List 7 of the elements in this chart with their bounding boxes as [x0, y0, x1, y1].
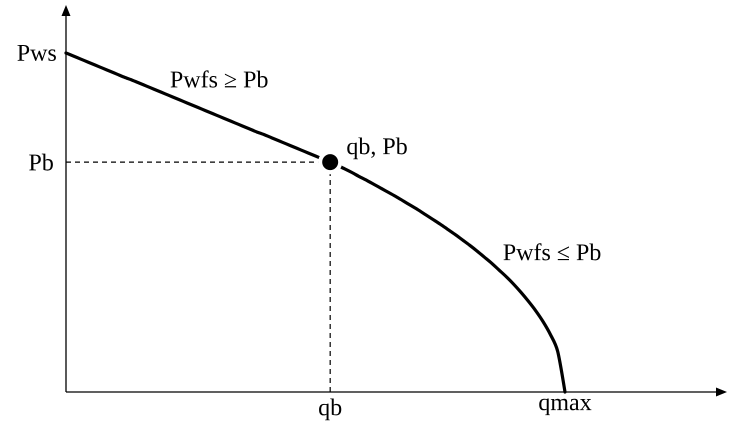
x-tick-label: qmax	[539, 398, 592, 416]
annotation: qb, Pb	[347, 137, 407, 160]
ref-line-label: Pb	[29, 154, 53, 171]
text: Pws	[17, 44, 56, 61]
series-label: Pwfs ≤ Pb	[504, 243, 600, 260]
series-label: Pwfs ≥ Pb	[170, 70, 268, 88]
x-tick-label: qb	[319, 398, 342, 420]
